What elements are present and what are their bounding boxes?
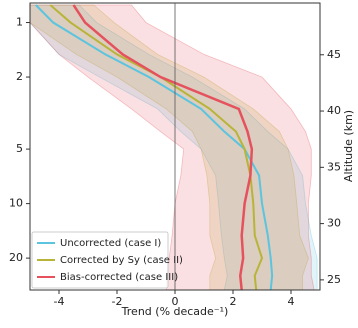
y2-tick-label: 35 [327, 160, 341, 173]
y-tick-label: 10 [9, 197, 23, 210]
x-tick-label: 4 [288, 295, 295, 308]
legend: Uncorrected (case I) Corrected by Sy (cas… [31, 231, 183, 289]
y-tick-label: 5 [16, 142, 23, 155]
y2-tick-label: 25 [327, 273, 341, 286]
series-line [72, 4, 254, 290]
y-tick-label: 1 [16, 16, 23, 29]
y2-tick-label: 30 [327, 217, 341, 230]
y-tick-label: 2 [16, 70, 23, 83]
legend-box [31, 231, 169, 289]
y2-tick-label: 40 [327, 104, 341, 117]
x-tick-label: -2 [112, 295, 123, 308]
lines [35, 4, 274, 290]
legend-label: Bias-corrected (case III) [60, 272, 178, 283]
legend-label: Corrected by Sy (case II) [60, 255, 183, 266]
x-tick-label: 0 [172, 295, 179, 308]
x-axis-label: Trend (% decade⁻¹) [121, 305, 229, 318]
x-tick-label: -4 [54, 295, 65, 308]
y2-tick-label: 45 [327, 48, 341, 61]
x-tick-label: 2 [230, 295, 237, 308]
legend-label: Uncorrected (case I) [60, 238, 161, 249]
y-tick-label: 20 [9, 251, 23, 264]
series-line [49, 4, 264, 290]
uncertainty-band [30, 4, 318, 290]
y2-axis-label: Altitude (km) [342, 110, 355, 182]
